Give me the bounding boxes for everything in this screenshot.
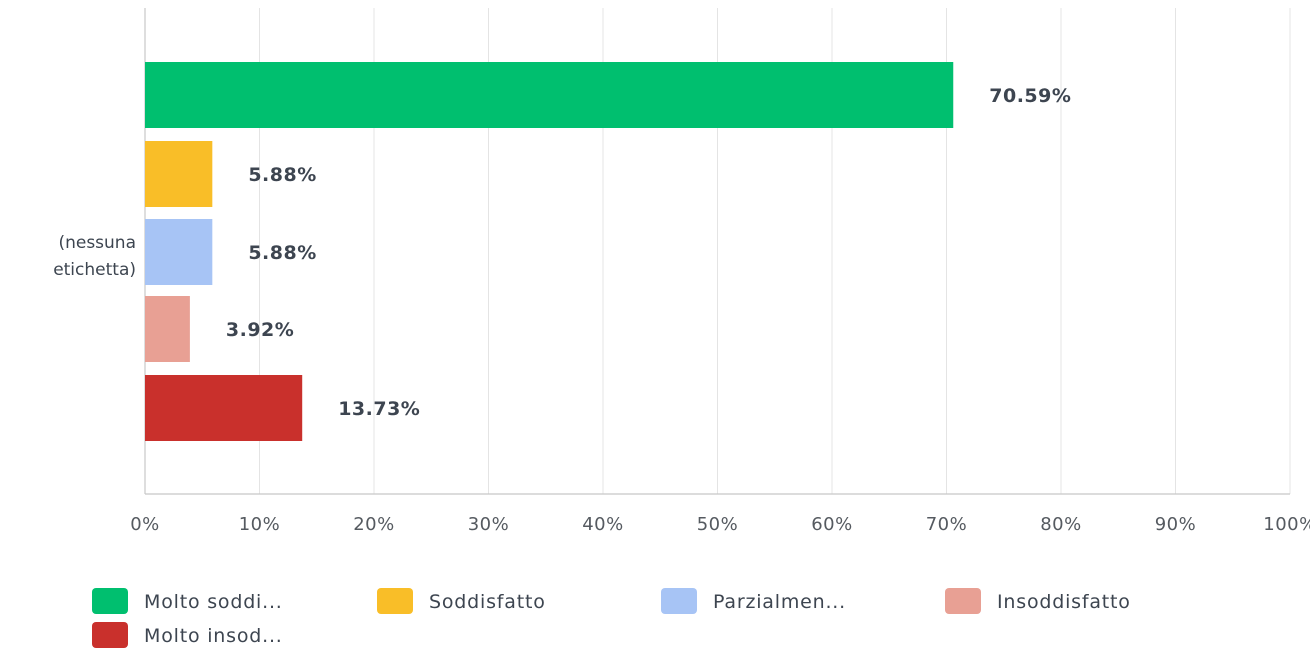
legend-item: Parzialmen... bbox=[661, 588, 846, 614]
x-tick-label: 20% bbox=[353, 514, 395, 535]
data-label: 13.73% bbox=[338, 398, 420, 420]
x-tick-label: 40% bbox=[582, 514, 624, 535]
legend-label: Insoddisfatto bbox=[997, 591, 1131, 613]
legend-item: Soddisfatto bbox=[377, 588, 546, 614]
category-label-line: (nessuna bbox=[58, 233, 136, 253]
x-tick-label: 100% bbox=[1263, 514, 1310, 535]
x-tick-label: 80% bbox=[1040, 514, 1082, 535]
category-label: (nessuna etichetta) bbox=[53, 233, 136, 280]
legend-item: Insoddisfatto bbox=[945, 588, 1131, 614]
x-tick-label: 10% bbox=[239, 514, 281, 535]
data-label: 70.59% bbox=[989, 85, 1071, 107]
bars bbox=[145, 62, 954, 441]
category-label-line: etichetta) bbox=[53, 260, 136, 280]
bar bbox=[145, 375, 303, 441]
legend-item: Molto insod... bbox=[92, 622, 283, 648]
legend-item: Molto soddi... bbox=[92, 588, 283, 614]
data-label: 5.88% bbox=[248, 164, 316, 186]
bar bbox=[145, 296, 190, 362]
x-tick-label: 90% bbox=[1155, 514, 1197, 535]
x-tick-label: 60% bbox=[811, 514, 853, 535]
bar bbox=[145, 62, 954, 128]
data-label: 3.92% bbox=[226, 319, 294, 341]
x-tick-label: 50% bbox=[697, 514, 739, 535]
legend-swatch bbox=[945, 588, 981, 614]
legend: Molto soddi... Soddisfatto Parzialmen... In… bbox=[92, 588, 1131, 648]
legend-label: Parzialmen... bbox=[713, 591, 846, 613]
legend-swatch bbox=[377, 588, 413, 614]
data-label: 5.88% bbox=[248, 242, 316, 264]
x-axis-ticks: 0% 10% 20% 30% 40% 50% 60% 70% 80% 90% 100% bbox=[130, 514, 1310, 535]
x-tick-label: 0% bbox=[130, 514, 160, 535]
legend-swatch bbox=[661, 588, 697, 614]
bar bbox=[145, 141, 213, 207]
legend-label: Molto soddi... bbox=[144, 591, 283, 613]
legend-label: Molto insod... bbox=[144, 625, 283, 647]
legend-swatch bbox=[92, 622, 128, 648]
legend-label: Soddisfatto bbox=[429, 591, 546, 613]
x-tick-label: 30% bbox=[468, 514, 510, 535]
x-tick-label: 70% bbox=[926, 514, 968, 535]
data-labels: 70.59% 5.88% 5.88% 3.92% 13.73% bbox=[226, 85, 1071, 420]
bar bbox=[145, 219, 213, 285]
legend-swatch bbox=[92, 588, 128, 614]
